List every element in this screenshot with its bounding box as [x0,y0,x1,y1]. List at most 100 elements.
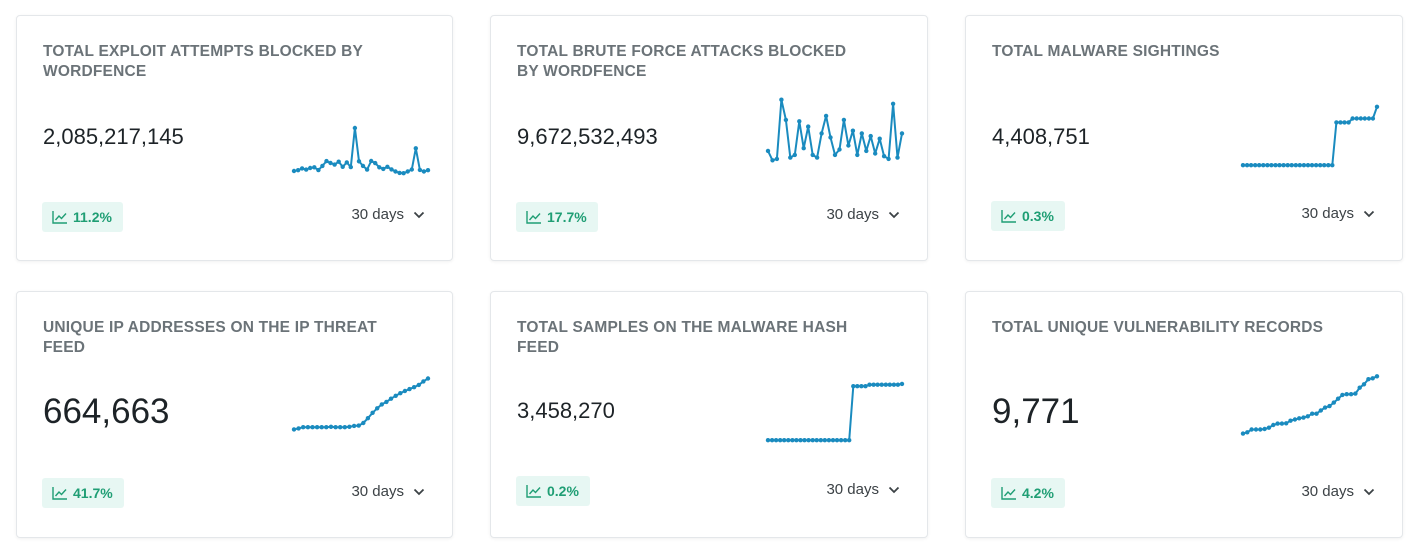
sparkline-point [855,384,860,389]
sparkline-point [332,162,337,167]
sparkline-point [388,396,394,401]
sparkline-point [1273,163,1278,168]
period-dropdown[interactable]: 30 days [351,483,425,500]
sparkline-point [356,423,361,428]
card-value: 664,663 [43,392,170,431]
card-title: TOTAL EXPLOIT ATTEMPTS BLOCKED BY WORDFE… [43,43,363,80]
sparkline-point [822,438,827,443]
sparkline-point [782,438,787,443]
stat-card-vulnerability-records: TOTAL UNIQUE VULNERABILITY RECORDS 9,771… [965,291,1403,538]
sparkline-point [304,167,309,172]
sparkline-point [1269,163,1274,168]
sparkline-point [1248,163,1254,168]
sparkline-point [1244,163,1250,168]
sparkline-point [360,163,366,169]
sparkline-point [895,382,901,387]
sparkline-point [832,152,838,158]
period-dropdown[interactable]: 30 days [351,206,425,223]
sparkline-point [792,152,797,158]
sparkline-point [1370,376,1375,381]
sparkline-point [1288,418,1293,423]
sparkline-point [867,382,872,387]
sparkline-point [401,171,406,176]
card-value: 9,771 [992,392,1080,431]
sparkline-point [1334,120,1339,125]
sparkline-point [830,438,836,443]
sparkline-point [314,425,320,430]
sparkline-point [1361,382,1367,387]
sparkline-point [1293,163,1298,168]
sparkline-point [402,388,408,394]
sparkline-line [767,98,903,162]
sparkline-point [1353,391,1358,396]
sparkline-point [305,425,311,430]
sparkline-point [1245,430,1250,435]
trend-up-icon [52,211,67,224]
trend-up-icon [526,211,541,224]
sparkline-point [356,159,362,164]
period-dropdown[interactable]: 30 days [826,206,900,223]
sparkline-point [899,381,905,387]
sparkline-point [887,382,892,387]
sparkline-point [879,382,884,387]
sparkline-chart [1240,374,1380,436]
sparkline-point [1266,425,1272,430]
sparkline-point [1258,427,1263,432]
sparkline-line [293,377,429,431]
sparkline-point [1305,414,1310,419]
sparkline-point [1357,385,1362,390]
sparkline-point [838,438,844,443]
sparkline-point [1322,405,1328,410]
period-dropdown[interactable]: 30 days [1301,205,1375,222]
sparkline-point [1297,163,1302,168]
sparkline-point [333,425,338,430]
period-dropdown[interactable]: 30 days [826,481,900,498]
sparkline-point [891,382,897,387]
sparkline-point [1348,392,1354,397]
card-value: 2,085,217,145 [43,124,184,149]
card-title: TOTAL BRUTE FORCE ATTACKS BLOCKED BY WOR… [517,43,847,80]
sparkline-point [863,384,868,389]
sparkline-chart [291,376,431,432]
card-value: 9,672,532,493 [517,124,658,149]
sparkline-point [814,438,819,443]
sparkline-point [397,170,402,176]
sparkline-point [1326,163,1331,168]
sparkline-point [1313,163,1319,168]
chevron-down-icon [888,211,900,218]
sparkline-point [352,125,358,131]
sparkline-point [1331,400,1336,405]
change-percent: 41.7% [73,485,113,501]
sparkline-point [1240,163,1246,168]
sparkline-point [370,410,375,415]
sparkline-point [773,438,779,443]
sparkline-point [797,119,802,124]
sparkline-point [859,131,864,136]
sparkline-point [312,165,317,170]
sparkline-point [814,155,820,160]
sparkline-point [365,416,371,421]
sparkline-point [1344,392,1349,397]
sparkline-point [417,167,423,173]
period-label: 30 days [351,483,404,500]
sparkline-point [855,152,860,158]
sparkline-point [340,164,345,169]
sparkline-point [810,152,815,158]
sparkline-point [375,406,380,411]
period-dropdown[interactable]: 30 days [1301,483,1375,500]
sparkline-point [1257,163,1262,168]
sparkline-point [850,128,856,133]
sparkline-point [1358,116,1363,121]
sparkline-point [899,131,905,136]
sparkline-point [1301,163,1307,168]
sparkline-point [794,438,799,443]
sparkline-point [802,438,807,443]
sparkline-point [1249,427,1254,432]
change-badge: 17.7% [516,202,598,232]
sparkline-point [806,438,811,443]
sparkline-point [837,147,842,152]
sparkline-point [1340,392,1345,398]
sparkline-point [1297,416,1302,421]
sparkline-point [1322,163,1327,168]
sparkline-point [868,133,873,139]
